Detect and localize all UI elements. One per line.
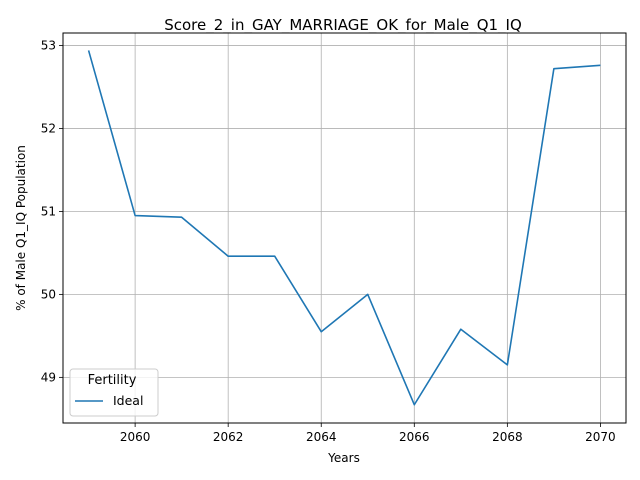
grid-lines xyxy=(63,33,626,423)
axis-ticks: 2060 2062 2064 2066 2068 2070 49 50 51 52 53 xyxy=(41,38,616,444)
x-tick-label: 2066 xyxy=(399,430,430,444)
x-tick-label: 2062 xyxy=(213,430,244,444)
y-tick-label: 52 xyxy=(41,121,56,135)
y-tick-label: 51 xyxy=(41,204,56,218)
x-tick-label: 2060 xyxy=(120,430,151,444)
plot-frame xyxy=(62,32,627,424)
x-tick-label: 2070 xyxy=(585,430,616,444)
series-layer xyxy=(87,50,601,406)
legend-label-ideal: Ideal xyxy=(113,393,143,408)
y-tick-label: 50 xyxy=(41,287,56,301)
legend-title: Fertility xyxy=(88,373,137,388)
x-tick-label: 2064 xyxy=(306,430,337,444)
series-line-ideal xyxy=(87,50,601,406)
x-tick-label: 2068 xyxy=(492,430,523,444)
y-tick-label: 49 xyxy=(41,370,56,384)
legend: Fertility Ideal xyxy=(69,368,159,417)
y-axis-label: % of Male Q1_IQ Population xyxy=(14,145,28,311)
legend-box xyxy=(69,368,159,417)
y-tick-label: 53 xyxy=(41,38,56,52)
x-axis-label: Years xyxy=(327,451,360,465)
chart-title: Score_2_in_GAY_MARRIAGE_OK_for_Male_Q1_I… xyxy=(164,16,522,35)
